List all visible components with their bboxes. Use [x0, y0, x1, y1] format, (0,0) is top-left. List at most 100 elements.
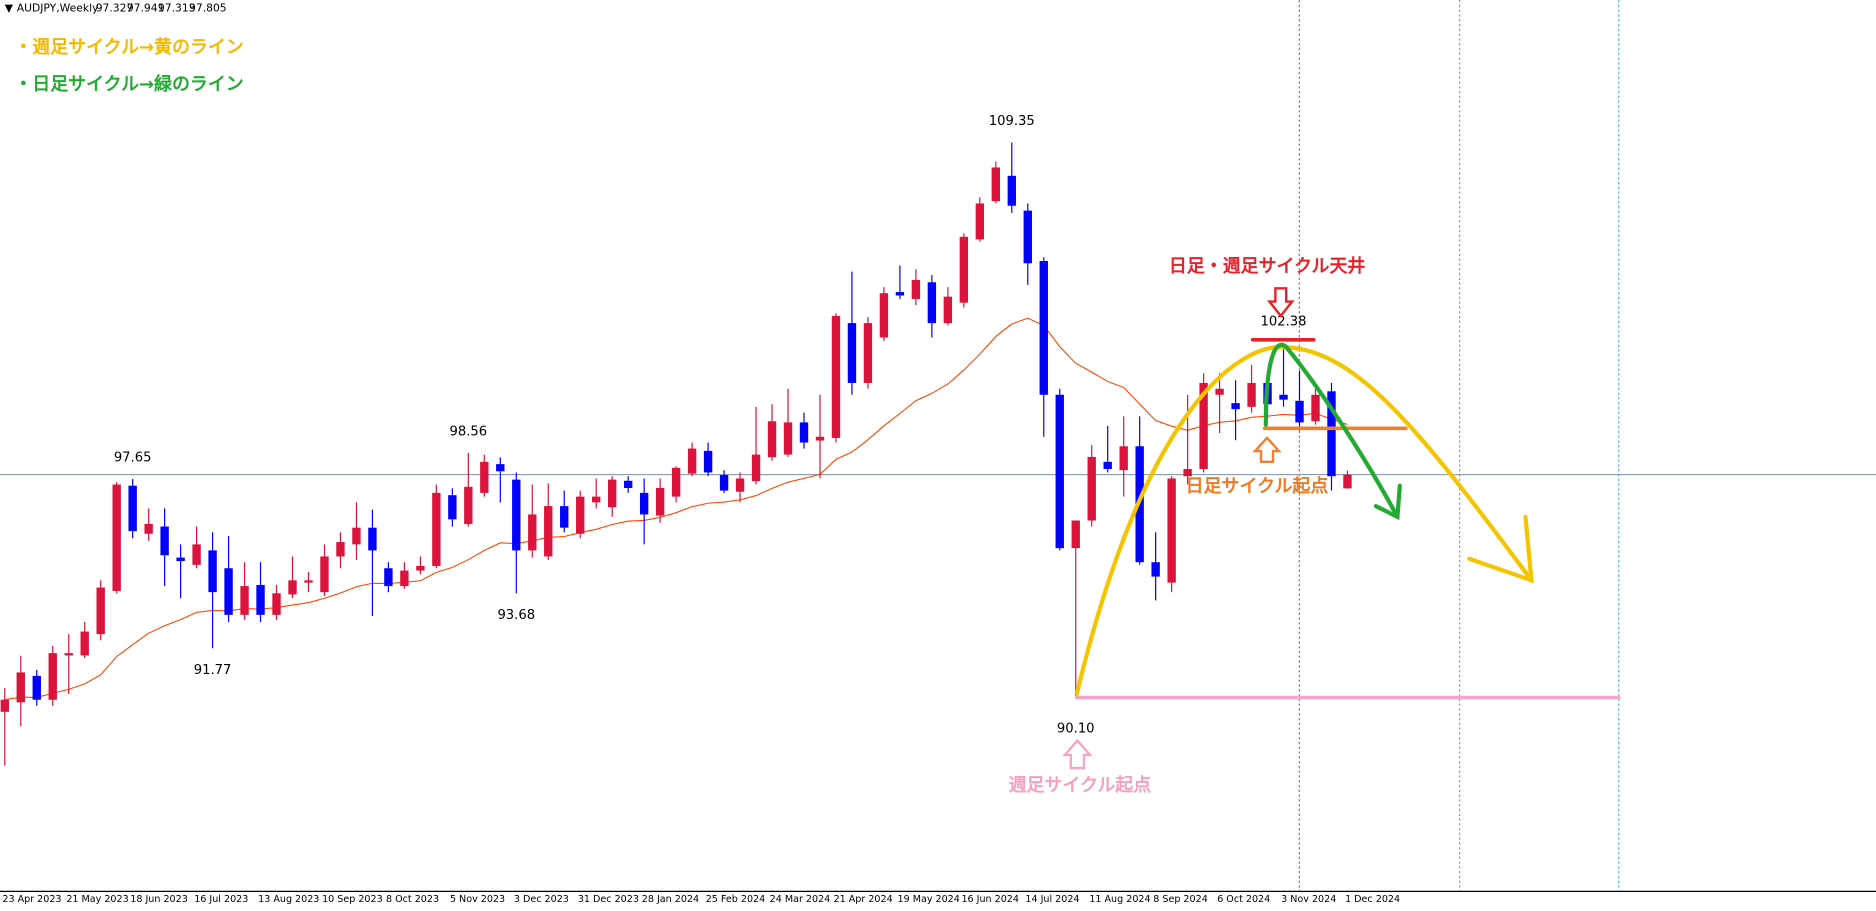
- candle-body: [719, 475, 729, 491]
- candle-body: [1183, 468, 1192, 477]
- candle-body: [128, 485, 137, 532]
- candle-body: [432, 492, 441, 566]
- candle-body: [288, 580, 297, 595]
- candle-body: [1055, 394, 1064, 549]
- candle-body: [879, 293, 889, 338]
- candle-body: [208, 550, 217, 593]
- candle-body: [799, 422, 809, 443]
- candle-body: [1215, 388, 1224, 395]
- candle-body: [560, 506, 569, 528]
- candle-body: [576, 496, 585, 534]
- daily-start-label: 日足サイクル起点: [1186, 475, 1329, 497]
- x-tick-label: 21 Apr 2024: [834, 894, 893, 905]
- candle-body: [544, 506, 553, 557]
- candle-body: [224, 568, 233, 615]
- candle-body: [384, 568, 393, 587]
- plot: 23 Apr 2023 21 May 2023 18 Jun 2023 97.65 16…: [0, 114, 1876, 905]
- candle-body: [943, 296, 953, 324]
- candle-body: [1039, 260, 1048, 395]
- candle-body: [1311, 394, 1320, 422]
- candle-body: [751, 454, 761, 482]
- high-label: 98.56: [449, 424, 487, 439]
- x-tick-label: 11 Aug 2024: [1089, 894, 1150, 905]
- top-label: 日足・週足サイクル天井: [1169, 255, 1365, 277]
- candle-body: [863, 323, 873, 383]
- candle-body: [448, 495, 457, 520]
- x-tick-label: 23 Apr 2023: [2, 894, 61, 905]
- candle-body: [815, 436, 825, 441]
- candle-body: [32, 675, 41, 700]
- candle-body: [623, 480, 633, 488]
- candle-body: [400, 570, 409, 587]
- x-tick-label: 19 May 2024: [898, 894, 960, 905]
- daily-cycle-curve: [1263, 342, 1400, 519]
- x-tick-label: 31 Dec 2023: [578, 894, 639, 905]
- x-tick-label: 14 Jul 2024: [1025, 894, 1079, 905]
- candle-body: [927, 282, 937, 324]
- x-tick-label: 10 Sep 2023: [322, 894, 383, 905]
- header-marker: ▼: [5, 1, 14, 14]
- candle-body: [240, 586, 249, 615]
- candle-body: [1199, 382, 1208, 469]
- weekly-legend: ・週足サイクル→黄のライン: [14, 36, 243, 58]
- candle-body: [1343, 474, 1352, 489]
- weekly-arrow-head: [1467, 514, 1534, 584]
- candle-body: [80, 631, 89, 656]
- x-tick-label: 3 Nov 2024: [1281, 894, 1336, 905]
- candle-body: [352, 527, 361, 545]
- candle-body: [368, 527, 377, 551]
- high-label: 102.38: [1261, 314, 1307, 329]
- candle-body: [831, 315, 841, 438]
- candle-body: [96, 587, 105, 635]
- candle-body: [16, 672, 25, 703]
- weekly-start-arrow: [1062, 738, 1093, 770]
- candle-body: [416, 565, 425, 571]
- header-high: 97.941: [127, 1, 165, 14]
- candle-body: [256, 584, 265, 615]
- x-tick-label: 13 Aug 2023: [258, 894, 319, 905]
- low-label: 91.77: [194, 663, 232, 678]
- candle-body: [991, 167, 1000, 202]
- candle-body: [608, 479, 617, 508]
- candle-body: [655, 487, 665, 516]
- header-low: 97.313: [158, 1, 196, 14]
- x-tick-label: 16 Jun 2024: [961, 894, 1019, 905]
- x-tick-label: 18 Jun 2023: [130, 894, 188, 905]
- candle-body: [144, 523, 153, 534]
- candle-body: [1167, 478, 1176, 583]
- candle-body: [975, 203, 985, 240]
- header-open: 97.327: [96, 1, 134, 14]
- high-label: 97.65: [114, 451, 152, 466]
- candle-body: [1151, 562, 1160, 577]
- x-tick-label: 8 Oct 2023: [386, 894, 439, 905]
- candle-body: [480, 461, 489, 493]
- candle-body: [1007, 175, 1016, 206]
- candle-body: [176, 557, 185, 562]
- x-tick-label: 8 Sep 2024: [1153, 894, 1208, 905]
- candle-body: [783, 422, 793, 455]
- x-tick-label: 6 Oct 2024: [1217, 894, 1270, 905]
- x-tick-label: 16 Jul 2023: [194, 894, 248, 905]
- candle-body: [639, 492, 649, 515]
- candle-body: [320, 556, 329, 593]
- candle-body: [959, 236, 969, 303]
- candle-body: [1087, 456, 1096, 521]
- daily-legend: ・日足サイクル→緑のライン: [14, 73, 243, 95]
- candle-body: [592, 496, 601, 503]
- daily-arrow-head: [1373, 483, 1402, 521]
- candle-body: [160, 526, 169, 556]
- candle-body: [64, 653, 73, 656]
- x-tick-label: 5 Nov 2023: [450, 894, 505, 905]
- candle-body: [671, 467, 681, 497]
- daily-start-arrow: [1252, 436, 1282, 464]
- candle-body: [687, 448, 697, 474]
- candle-body: [1231, 403, 1240, 410]
- weekly-start-label: 週足サイクル起点: [1009, 774, 1152, 796]
- candle-body: [304, 580, 313, 583]
- top-arrow: [1266, 287, 1295, 318]
- candle-body: [1023, 210, 1032, 264]
- low-label: 93.68: [497, 608, 535, 623]
